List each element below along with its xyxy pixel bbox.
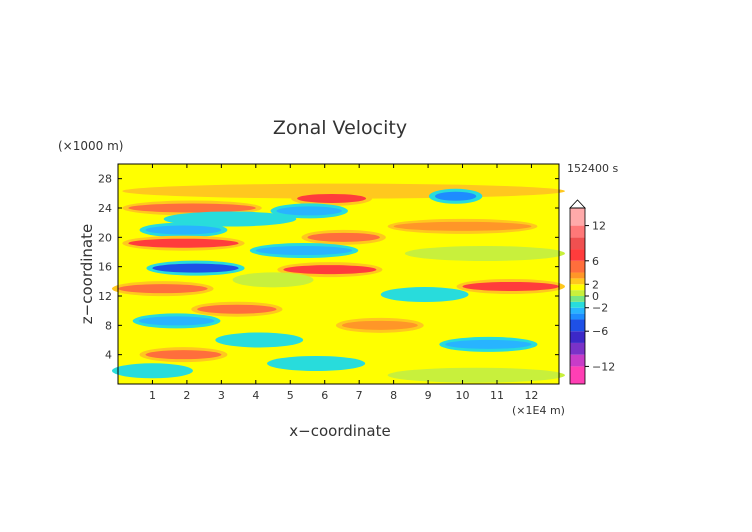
colorbar-tick-label: 12	[592, 220, 606, 233]
y-tick-label: 24	[98, 202, 112, 215]
velocity-band	[393, 221, 532, 231]
chart-title: Zonal Velocity	[273, 117, 407, 139]
velocity-band	[445, 339, 532, 349]
colorbar-extend-arrow	[569, 199, 586, 209]
velocity-band	[152, 263, 239, 273]
velocity-band	[307, 232, 380, 242]
colorbar-segment	[570, 225, 585, 238]
velocity-band	[118, 366, 187, 376]
colorbar-segment	[570, 301, 585, 308]
colorbar-segment	[570, 319, 585, 332]
colorbar-segment	[570, 249, 585, 261]
y-tick-label: 8	[105, 319, 112, 332]
colorbar-segment	[570, 237, 585, 250]
velocity-band	[273, 358, 360, 368]
x-tick-label: 6	[321, 389, 328, 402]
x-tick-label: 11	[490, 389, 504, 402]
velocity-band	[197, 304, 277, 314]
colorbar-segment	[570, 354, 585, 367]
plot-area	[112, 163, 565, 385]
x-tick-label: 9	[425, 389, 432, 402]
velocity-band	[128, 203, 256, 213]
colorbar-segment	[570, 278, 585, 285]
velocity-band	[128, 238, 239, 248]
velocity-band	[462, 281, 559, 291]
time-label: 152400 s	[567, 162, 618, 175]
colorbar-segment	[570, 284, 585, 291]
velocity-band	[283, 265, 377, 275]
x-tick-label: 2	[183, 389, 190, 402]
colorbar: 12 6 20−2 −6 −12	[569, 199, 615, 385]
velocity-band	[221, 335, 298, 345]
y-axis: 4 8 12 16 20 24 28	[98, 173, 559, 362]
velocity-band	[434, 191, 477, 201]
colorbar-segment	[570, 290, 585, 296]
colorbar-tick-label: 6	[592, 255, 599, 268]
velocity-band	[118, 284, 208, 294]
colorbar-segment	[570, 208, 585, 226]
x-tick-label: 5	[287, 389, 294, 402]
velocity-band	[341, 320, 418, 330]
velocity-band	[386, 290, 463, 300]
velocity-band	[410, 248, 559, 258]
colorbar-segment	[570, 342, 585, 355]
x-axis: 1 2 3 4 5 6 7 8 9 10 11 12	[149, 164, 538, 402]
x-tick-label: 4	[252, 389, 259, 402]
x-tick-label: 3	[218, 389, 225, 402]
colorbar-segment	[570, 307, 585, 314]
colorbar-segment	[570, 260, 585, 273]
plot-frame	[117, 163, 560, 385]
colorbar-segment	[570, 296, 585, 302]
y-tick-label: 20	[98, 231, 112, 244]
colorbar-tick-label: 2	[592, 278, 599, 291]
velocity-band	[255, 246, 353, 256]
x-tick-label: 12	[524, 389, 538, 402]
velocity-band	[145, 350, 222, 360]
colorbar-tick-label: −12	[592, 360, 615, 373]
velocity-band	[276, 206, 342, 216]
colorbar-tick-label: −2	[592, 302, 608, 315]
x-tick-label: 8	[390, 389, 397, 402]
y-tick-label: 16	[98, 261, 112, 274]
x-axis-label: x−coordinate	[289, 422, 390, 440]
velocity-band	[145, 225, 222, 235]
velocity-band	[238, 275, 308, 285]
y-axis-label: z−coordinate	[78, 224, 96, 324]
y-tick-label: 28	[98, 173, 112, 186]
y-unit-label: (×1000 m)	[58, 139, 123, 153]
velocity-band	[297, 193, 367, 203]
colorbar-segment	[570, 272, 585, 279]
velocity-band	[138, 316, 215, 326]
colorbar-tick-label: −6	[592, 325, 608, 338]
x-tick-label: 1	[149, 389, 156, 402]
x-unit-label: (×1E4 m)	[512, 404, 565, 417]
x-tick-label: 7	[356, 389, 363, 402]
colorbar-segment	[570, 366, 585, 384]
velocity-band	[393, 370, 559, 380]
y-tick-label: 4	[105, 349, 112, 362]
velocity-band	[169, 214, 291, 224]
y-tick-label: 12	[98, 290, 112, 303]
colorbar-tick-label: 0	[592, 290, 599, 303]
colorbar-segment	[570, 331, 585, 343]
colorbar-segment	[570, 313, 585, 320]
x-tick-label: 10	[456, 389, 470, 402]
velocity-field	[112, 183, 565, 383]
